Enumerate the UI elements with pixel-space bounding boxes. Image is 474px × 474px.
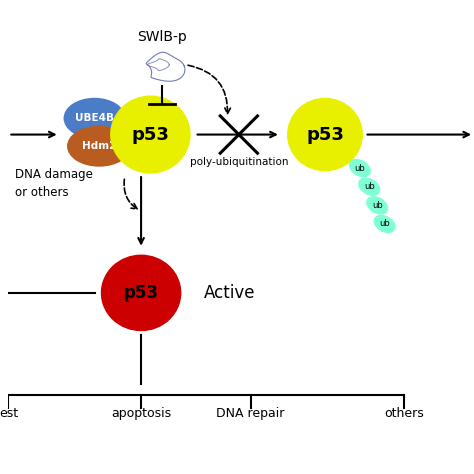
Ellipse shape <box>111 96 190 173</box>
Ellipse shape <box>374 215 395 233</box>
Ellipse shape <box>288 99 362 171</box>
Text: p53: p53 <box>124 284 159 302</box>
Ellipse shape <box>101 255 181 330</box>
Text: Active: Active <box>204 284 255 302</box>
Text: DNA repair: DNA repair <box>216 408 285 420</box>
Text: est: est <box>0 408 18 420</box>
Text: ub: ub <box>372 201 383 210</box>
Ellipse shape <box>68 127 131 166</box>
Text: SWlB-p: SWlB-p <box>137 30 187 44</box>
Text: ub: ub <box>379 219 390 228</box>
Text: Hdm2: Hdm2 <box>82 141 116 151</box>
Text: or others: or others <box>15 186 69 199</box>
Ellipse shape <box>349 160 370 177</box>
Ellipse shape <box>359 178 380 195</box>
Text: poly-ubiquitination: poly-ubiquitination <box>190 156 288 166</box>
Text: p53: p53 <box>306 126 344 144</box>
Text: ub: ub <box>355 164 365 173</box>
Ellipse shape <box>367 197 388 214</box>
Text: others: others <box>384 408 424 420</box>
Ellipse shape <box>64 99 125 138</box>
Text: UBE4B: UBE4B <box>75 113 114 123</box>
Text: apoptosis: apoptosis <box>111 408 171 420</box>
Text: DNA damage: DNA damage <box>15 168 93 181</box>
Text: ub: ub <box>364 182 374 191</box>
Text: p53: p53 <box>131 126 169 144</box>
